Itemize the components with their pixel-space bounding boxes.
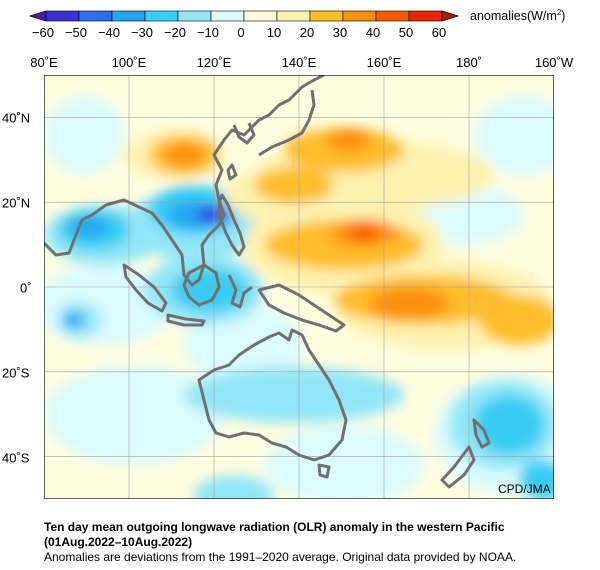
lon-label-160e: 160˚E <box>366 55 402 70</box>
coast-taiwan <box>226 163 238 181</box>
lon-label-140e: 140˚E <box>281 55 317 70</box>
colorbar-tick-label: 60 <box>431 25 447 40</box>
colorbar-swatch <box>45 10 80 22</box>
colorbar-max-arrow <box>441 10 460 22</box>
coast-sumatra <box>122 263 168 313</box>
colorbar-tick-label: −40 <box>97 25 121 40</box>
coast-new-zealand <box>440 418 491 489</box>
unit-text: anomalies(W/m <box>470 9 557 24</box>
unit-close: ) <box>561 9 566 24</box>
colorbar-swatch <box>375 10 410 22</box>
lon-label-80e: 80˚E <box>30 55 58 70</box>
coast-java <box>166 313 206 327</box>
colorbar-tick-label: 30 <box>332 25 348 40</box>
lat-label-40s: 40˚S <box>2 450 30 466</box>
colorbar-tick-label: 50 <box>398 25 414 40</box>
colorbar-swatch <box>78 10 113 22</box>
lon-label-180: 180˚ <box>455 55 483 70</box>
coastlines <box>44 75 491 489</box>
caption-period: (01Aug.2022–10Aug.2022) <box>44 535 193 549</box>
colorbar-swatch <box>210 10 245 22</box>
lat-label-20s: 20˚S <box>2 365 30 381</box>
colorbar-tick-label: 20 <box>299 25 315 40</box>
olr-anomaly-map <box>44 75 554 499</box>
colorbar-tick-label: −50 <box>64 25 88 40</box>
lon-label-100e: 100˚E <box>111 55 147 70</box>
colorbar-tick-label: −30 <box>130 25 154 40</box>
colorbar-swatch <box>177 10 212 22</box>
colorbar-unit-label: anomalies(W/m2) <box>470 8 565 23</box>
lon-label-160w: 160˚W <box>534 55 574 70</box>
coast-borneo <box>182 263 221 307</box>
colorbar-tick-label: −10 <box>196 25 220 40</box>
caption-note: Anomalies are deviations from the 1991–2… <box>44 550 517 564</box>
coast-tasmania <box>317 463 331 479</box>
colorbar-min-arrow <box>28 10 47 22</box>
caption-title: Ten day mean outgoing longwave radiation… <box>44 520 505 534</box>
colorbar-swatch <box>243 10 278 22</box>
colorbar-swatch <box>276 10 311 22</box>
lon-label-120e: 120˚E <box>196 55 232 70</box>
colorbar-swatch <box>342 10 377 22</box>
coast-korea <box>232 122 256 145</box>
lat-label-20n: 20˚N <box>2 195 31 211</box>
colorbar-tick-label: −60 <box>31 25 55 40</box>
unit-superscript: 2 <box>556 8 562 17</box>
coast-new-guinea <box>257 283 346 333</box>
coast-sulawesi <box>227 274 253 309</box>
colorbar-swatch <box>309 10 344 22</box>
coast-japan <box>258 89 316 157</box>
colorbar-tick-label: −20 <box>163 25 187 40</box>
graticule <box>44 75 554 499</box>
lat-label-eq: 0˚ <box>20 280 32 296</box>
colorbar-swatch <box>111 10 146 22</box>
colorbar-tick-label: 0 <box>237 25 245 40</box>
anomaly-field <box>44 95 554 499</box>
coast-asia <box>44 75 325 287</box>
lat-label-40n: 40˚N <box>2 110 31 126</box>
colorbar-swatch <box>144 10 179 22</box>
coast-australia <box>197 328 348 462</box>
colorbar-tick-label: 40 <box>365 25 381 40</box>
colorbar <box>28 10 460 22</box>
credit-label: CPD/JMA <box>498 482 551 496</box>
coast-philippines <box>217 193 246 257</box>
colorbar-swatch <box>408 10 443 22</box>
colorbar-tick-label: 10 <box>266 25 282 40</box>
